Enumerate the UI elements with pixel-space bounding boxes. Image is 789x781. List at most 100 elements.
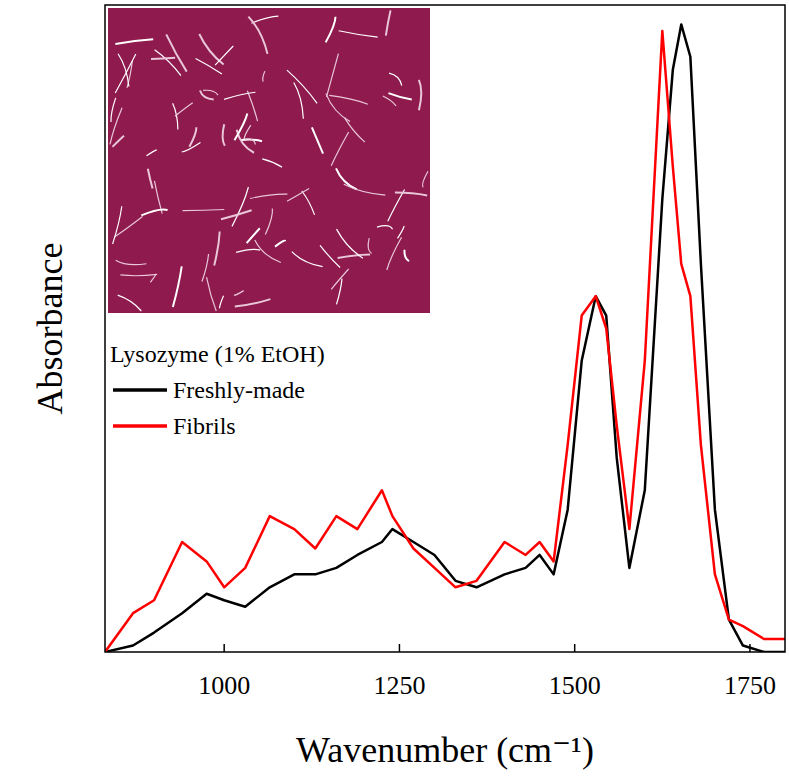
afm-fibril — [234, 114, 247, 141]
afm-fibril — [221, 210, 252, 219]
afm-fibril — [112, 136, 124, 147]
afm-fibril — [326, 94, 350, 122]
afm-fibril — [255, 240, 281, 263]
afm-fibril — [320, 245, 340, 267]
afm-fibril — [292, 252, 323, 267]
afm-fibril — [287, 70, 317, 103]
x-tick — [749, 644, 751, 652]
afm-fibril — [118, 295, 142, 311]
afm-fibril — [398, 226, 405, 238]
afm-fibril — [377, 226, 393, 230]
legend-label: Fibrils — [173, 413, 236, 439]
afm-fibril — [234, 291, 244, 296]
afm-fibril — [244, 125, 251, 140]
afm-fibril — [388, 93, 411, 99]
afm-fibril — [336, 168, 357, 189]
afm-fibril — [148, 169, 153, 189]
afm-fibril — [214, 232, 220, 266]
afm-fibril — [404, 250, 409, 261]
afm-fibril — [389, 73, 402, 85]
afm-fibril — [383, 96, 396, 106]
afm-fibril — [236, 249, 260, 252]
afm-fibril — [141, 209, 167, 215]
afm-background — [108, 8, 430, 313]
afm-fibril — [215, 46, 233, 65]
afm-fibril — [113, 206, 122, 244]
afm-fibril — [275, 241, 285, 247]
afm-fibril — [120, 274, 157, 275]
afm-fibril — [251, 16, 278, 23]
afm-fibril — [331, 132, 348, 166]
afm-fibril — [175, 103, 193, 117]
afm-fibril — [302, 191, 315, 215]
afm-fibril — [329, 95, 368, 104]
x-tick-label: 1250 — [373, 671, 425, 700]
afm-fibril — [115, 39, 153, 44]
afm-fibril — [235, 299, 271, 306]
afm-fibril — [419, 80, 421, 110]
afm-fibril — [110, 108, 122, 145]
afm-fibril — [146, 150, 156, 156]
afm-fibril — [326, 17, 336, 43]
afm-fibril — [287, 189, 309, 202]
afm-fibril — [327, 54, 339, 97]
afm-fibril — [245, 139, 255, 145]
afm-fibril — [387, 237, 402, 270]
afm-fibril — [344, 184, 386, 195]
afm-fibril — [151, 58, 175, 59]
x-tick — [574, 644, 576, 652]
afm-fibril — [116, 260, 147, 264]
afm-fibril — [338, 255, 370, 259]
x-tick — [223, 644, 225, 652]
x-tick-label: 1750 — [724, 671, 776, 700]
x-tick-label: 1500 — [549, 671, 601, 700]
afm-fibril — [247, 91, 257, 121]
afm-fibril — [200, 91, 214, 100]
afm-fibril — [224, 92, 255, 99]
x-tick-label: 1000 — [198, 671, 250, 700]
afm-fibril — [337, 229, 363, 258]
afm-fibril — [173, 266, 182, 307]
legend-title: Lysozyme (1% EtOH) — [110, 341, 325, 367]
x-axis-title: Wavenumber (cm⁻¹) — [296, 730, 594, 770]
afm-inset — [108, 8, 430, 313]
afm-fibril — [232, 187, 248, 226]
afm-fibril — [223, 124, 225, 146]
afm-fibril — [395, 193, 427, 196]
afm-fibril — [207, 277, 217, 311]
afm-fibril — [312, 127, 323, 153]
afm-fibril — [183, 210, 225, 211]
afm-fibril — [250, 194, 287, 198]
afm-fibril — [248, 17, 267, 54]
spectrum-line — [105, 24, 785, 652]
curves — [105, 24, 785, 652]
afm-fibril — [265, 208, 272, 234]
afm-fibril — [339, 31, 378, 37]
afm-fibril — [331, 269, 348, 289]
legend: Lysozyme (1% EtOH) Freshly-made Fibrils — [110, 341, 325, 439]
afm-fibril — [294, 82, 304, 118]
plot-frame — [105, 5, 785, 652]
legend-label: Freshly-made — [173, 377, 305, 403]
afm-fibril — [247, 228, 260, 243]
afm-fibril — [202, 254, 209, 282]
legend-swatch — [113, 388, 167, 392]
afm-fibril — [262, 159, 282, 167]
chart: 1000 1250 1500 1750 Wavenumber (cm⁻¹) Absorba… — [0, 0, 789, 781]
legend-swatch — [113, 424, 167, 428]
afm-fibril — [345, 118, 365, 142]
afm-fibril — [263, 71, 265, 81]
afm-fibril — [368, 238, 371, 253]
y-axis-title: Absorbance — [30, 243, 70, 415]
afm-fibril — [388, 190, 405, 222]
afm-fibril — [203, 90, 218, 95]
afm-fibril — [189, 127, 196, 147]
afm-fibril — [219, 296, 223, 309]
afm-fibril — [182, 142, 201, 152]
afm-fibril — [111, 98, 116, 122]
afm-fibril — [423, 171, 428, 187]
spectrum-line — [105, 31, 785, 652]
afm-fibril — [386, 10, 391, 35]
afm-fibril — [166, 34, 186, 71]
afm-fibril — [115, 54, 136, 93]
